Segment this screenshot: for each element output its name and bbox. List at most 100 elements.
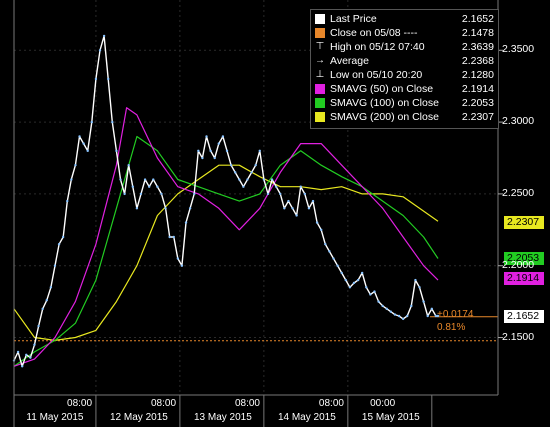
legend-row: SMAVG (50) on Close 2.1914 — [315, 82, 494, 96]
price-point — [41, 307, 44, 311]
y-tick-label: 2.1500 — [502, 330, 535, 343]
price-point — [238, 178, 241, 181]
price-point — [78, 135, 81, 138]
x-time-label: 08:00 — [67, 398, 93, 409]
price-point — [373, 290, 376, 293]
price-point — [193, 192, 196, 196]
price-point — [430, 307, 434, 311]
price-point — [147, 185, 151, 188]
price-point — [217, 142, 221, 145]
legend-label: SMAVG (100) on Close — [330, 97, 439, 109]
price-point — [49, 286, 53, 289]
legend-row: ⊥ Low on 05/10 20:20 2.1280 — [315, 68, 494, 82]
price-point — [205, 135, 208, 138]
price-point — [320, 228, 323, 232]
price-point — [172, 235, 175, 239]
price-point — [123, 192, 126, 196]
price-point — [344, 278, 347, 282]
price-point — [250, 171, 253, 174]
price-point — [209, 149, 212, 153]
price-point — [356, 278, 360, 282]
legend-label: SMAVG (200) on Close — [330, 111, 439, 123]
price-point — [360, 271, 364, 275]
price-point — [168, 235, 171, 239]
price-point — [336, 264, 339, 267]
price-point — [66, 199, 69, 203]
price-point — [213, 156, 216, 160]
price-point — [115, 149, 118, 153]
legend-label: Last Price — [330, 13, 377, 25]
price-point — [221, 135, 225, 138]
legend-label: Close on 05/08 ---- — [330, 27, 418, 39]
y-tick-label: 2.3500 — [502, 43, 535, 56]
legend-row: → Average 2.2368 — [315, 54, 494, 68]
price-point — [266, 192, 270, 196]
chart-legend: Last Price 2.1652 Close on 05/08 ---- 2.147… — [310, 9, 499, 129]
price-point — [328, 250, 331, 253]
price-point — [393, 313, 397, 316]
legend-value: 2.1478 — [461, 27, 494, 39]
price-point — [426, 314, 429, 318]
price-point — [111, 120, 114, 124]
price-point — [254, 163, 257, 167]
white-square-icon — [315, 14, 325, 24]
price-point — [164, 207, 167, 210]
x-time-label: 08:00 — [318, 398, 344, 409]
price-point — [127, 163, 130, 167]
legend-label: Low on 05/10 20:20 — [330, 69, 423, 81]
price-point — [315, 221, 319, 224]
price-point — [201, 156, 204, 160]
y-tick-label: 2.2000 — [502, 258, 535, 271]
price-point — [258, 149, 261, 153]
price-point — [348, 286, 352, 289]
price-point — [274, 185, 278, 188]
price-point — [152, 178, 155, 181]
price-point — [406, 314, 409, 318]
price-point — [414, 278, 417, 282]
price-tag: 2.1914 — [504, 272, 544, 286]
price-point — [291, 207, 294, 210]
legend-value: 2.3639 — [461, 41, 494, 53]
price-point — [436, 314, 440, 318]
price-point — [287, 199, 290, 203]
series-line-1 — [13, 107, 439, 367]
price-point — [86, 149, 89, 153]
price-point — [225, 149, 229, 153]
price-point — [307, 207, 311, 210]
price-point — [184, 221, 188, 224]
price-point — [25, 353, 28, 356]
price-point — [74, 163, 77, 167]
legend-row: SMAVG (200) on Close 2.2307 — [315, 110, 494, 124]
magenta-square-icon — [315, 84, 325, 94]
change-pct-label: 0.81% — [437, 322, 466, 333]
price-point — [303, 192, 307, 196]
price-point — [270, 178, 274, 181]
price-point — [246, 178, 249, 181]
price-point — [397, 314, 401, 318]
price-point — [340, 271, 343, 275]
high-marker-icon: ⊤ — [315, 41, 325, 52]
price-point — [53, 264, 57, 267]
price-point — [90, 120, 94, 124]
price-point — [180, 264, 184, 267]
price-point — [29, 356, 32, 359]
price-point — [57, 242, 61, 246]
legend-label: Average — [330, 55, 369, 67]
price-point — [377, 300, 380, 303]
legend-value: 2.2368 — [461, 55, 494, 67]
legend-value: 2.1652 — [461, 13, 494, 25]
price-point — [385, 307, 388, 311]
price-point — [295, 214, 298, 217]
price-point — [143, 178, 147, 181]
price-point — [299, 185, 302, 188]
legend-label: SMAVG (50) on Close — [330, 83, 434, 95]
price-point — [369, 293, 372, 296]
price-point — [332, 257, 335, 260]
legend-value: 2.2053 — [461, 97, 494, 109]
legend-value: 2.1914 — [461, 83, 494, 95]
price-point — [381, 304, 384, 308]
x-time-label: 08:00 — [234, 398, 260, 409]
x-time-label: 00:00 — [370, 398, 396, 409]
price-point — [139, 192, 143, 196]
legend-row: Close on 05/08 ---- 2.1478 — [315, 26, 494, 40]
